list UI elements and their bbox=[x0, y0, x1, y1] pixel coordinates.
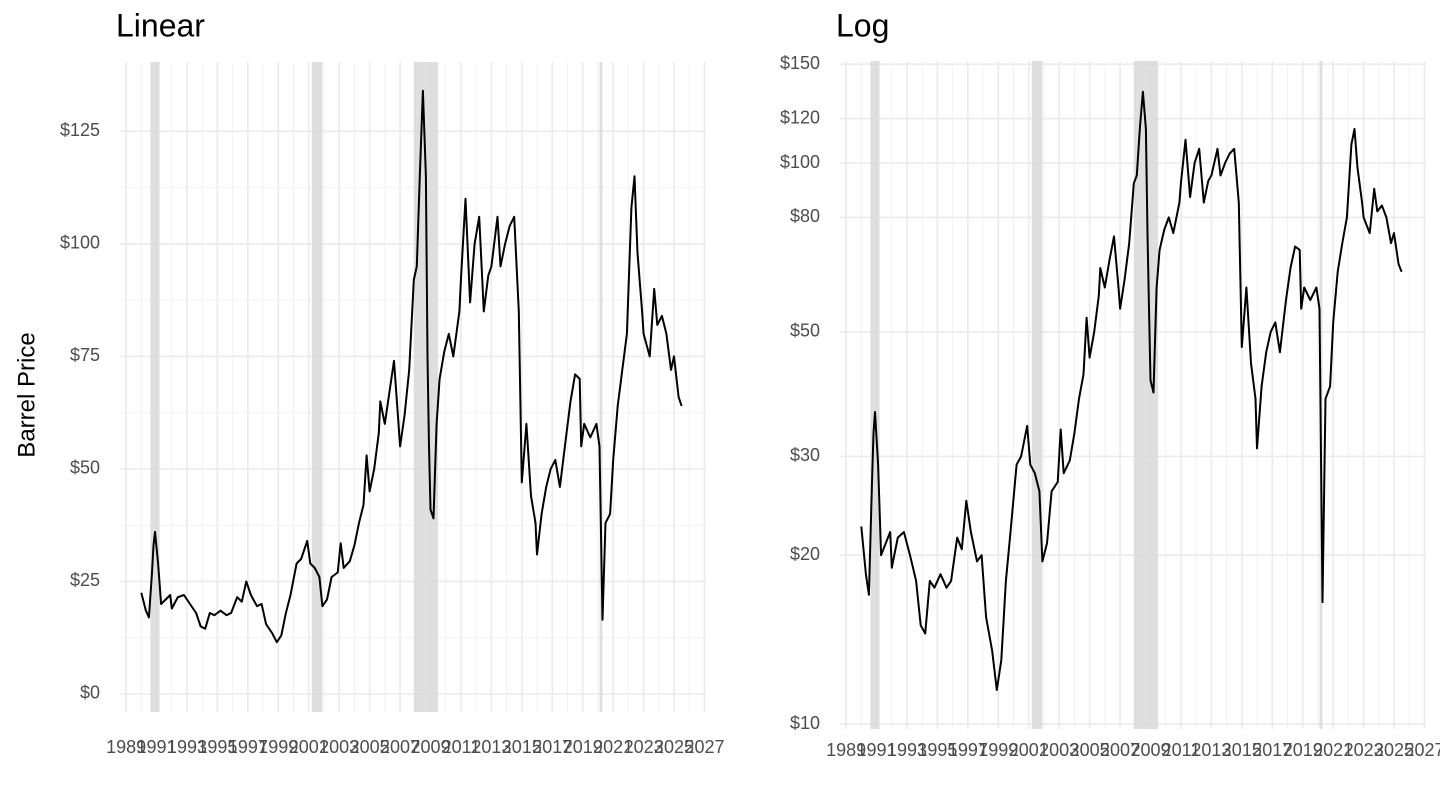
x-tick-label: 2001 bbox=[1009, 740, 1049, 760]
recession-band bbox=[311, 62, 323, 712]
x-tick-label: 1997 bbox=[948, 740, 988, 760]
x-tick-label: 2025 bbox=[654, 737, 694, 757]
x-tick-label: 2013 bbox=[1191, 740, 1231, 760]
y-tick-label: $100 bbox=[780, 152, 820, 172]
x-tick-label: 2007 bbox=[1100, 740, 1140, 760]
recession-band bbox=[1031, 61, 1043, 729]
recession-band bbox=[599, 62, 603, 712]
chart-title: Linear bbox=[116, 7, 205, 43]
x-tick-label: 1991 bbox=[137, 737, 177, 757]
x-tick-label: 1989 bbox=[106, 737, 146, 757]
x-tick-label: 2019 bbox=[1283, 740, 1323, 760]
y-tick-label: $100 bbox=[60, 233, 100, 253]
y-tick-label: $120 bbox=[780, 107, 820, 127]
x-tick-label: 2021 bbox=[1313, 740, 1353, 760]
x-tick-label: 2009 bbox=[1130, 740, 1170, 760]
x-tick-label: 1997 bbox=[228, 737, 268, 757]
x-tick-label: 1989 bbox=[826, 740, 866, 760]
x-tick-label: 2027 bbox=[1404, 740, 1440, 760]
x-tick-label: 2001 bbox=[289, 737, 329, 757]
x-tick-label: 1995 bbox=[197, 737, 237, 757]
x-tick-label: 2007 bbox=[380, 737, 420, 757]
x-tick-label: 2015 bbox=[502, 737, 542, 757]
panel: 1989199119931995199719992001200320052007… bbox=[780, 53, 1440, 760]
y-tick-label: $25 bbox=[70, 570, 100, 590]
x-tick-label: 2015 bbox=[1222, 740, 1262, 760]
x-tick-label: 2017 bbox=[1252, 740, 1292, 760]
y-tick-label: $50 bbox=[790, 321, 820, 341]
price-line bbox=[140, 89, 683, 644]
recession-band bbox=[870, 61, 880, 729]
price-line bbox=[860, 90, 1403, 691]
y-axis-label: Barrel Price bbox=[13, 332, 40, 457]
x-tick-label: 2017 bbox=[532, 737, 572, 757]
x-tick-label: 2009 bbox=[410, 737, 450, 757]
x-tick-label: 2011 bbox=[1162, 740, 1201, 760]
y-tick-label: $75 bbox=[70, 345, 100, 365]
y-tick-label: $30 bbox=[790, 445, 820, 465]
x-tick-label: 2005 bbox=[1070, 740, 1110, 760]
x-tick-label: 1991 bbox=[857, 740, 897, 760]
x-tick-label: 2023 bbox=[1344, 740, 1384, 760]
recession-band bbox=[150, 62, 160, 712]
x-tick-label: 2021 bbox=[593, 737, 633, 757]
x-tick-label: 1995 bbox=[917, 740, 957, 760]
y-tick-label: $0 bbox=[80, 683, 100, 703]
x-tick-label: 1999 bbox=[258, 737, 298, 757]
x-tick-label: 2019 bbox=[563, 737, 603, 757]
x-tick-label: 2011 bbox=[442, 737, 481, 757]
x-tick-label: 2003 bbox=[319, 737, 359, 757]
y-tick-label: $150 bbox=[780, 53, 820, 73]
x-tick-label: 2023 bbox=[624, 737, 664, 757]
x-tick-label: 2027 bbox=[684, 737, 724, 757]
x-tick-label: 1993 bbox=[167, 737, 207, 757]
y-tick-label: $10 bbox=[790, 713, 820, 733]
x-tick-label: 1999 bbox=[978, 740, 1018, 760]
y-tick-label: $80 bbox=[790, 206, 820, 226]
y-tick-label: $20 bbox=[790, 544, 820, 564]
chart-title: Log bbox=[836, 7, 889, 43]
x-tick-label: 2003 bbox=[1039, 740, 1079, 760]
panel: 1989199119931995199719992001200320052007… bbox=[60, 62, 725, 757]
x-tick-label: 1993 bbox=[887, 740, 927, 760]
y-tick-label: $50 bbox=[70, 458, 100, 478]
x-tick-label: 2025 bbox=[1374, 740, 1414, 760]
y-tick-label: $125 bbox=[60, 120, 100, 140]
x-tick-label: 2013 bbox=[471, 737, 511, 757]
x-tick-label: 2005 bbox=[350, 737, 390, 757]
